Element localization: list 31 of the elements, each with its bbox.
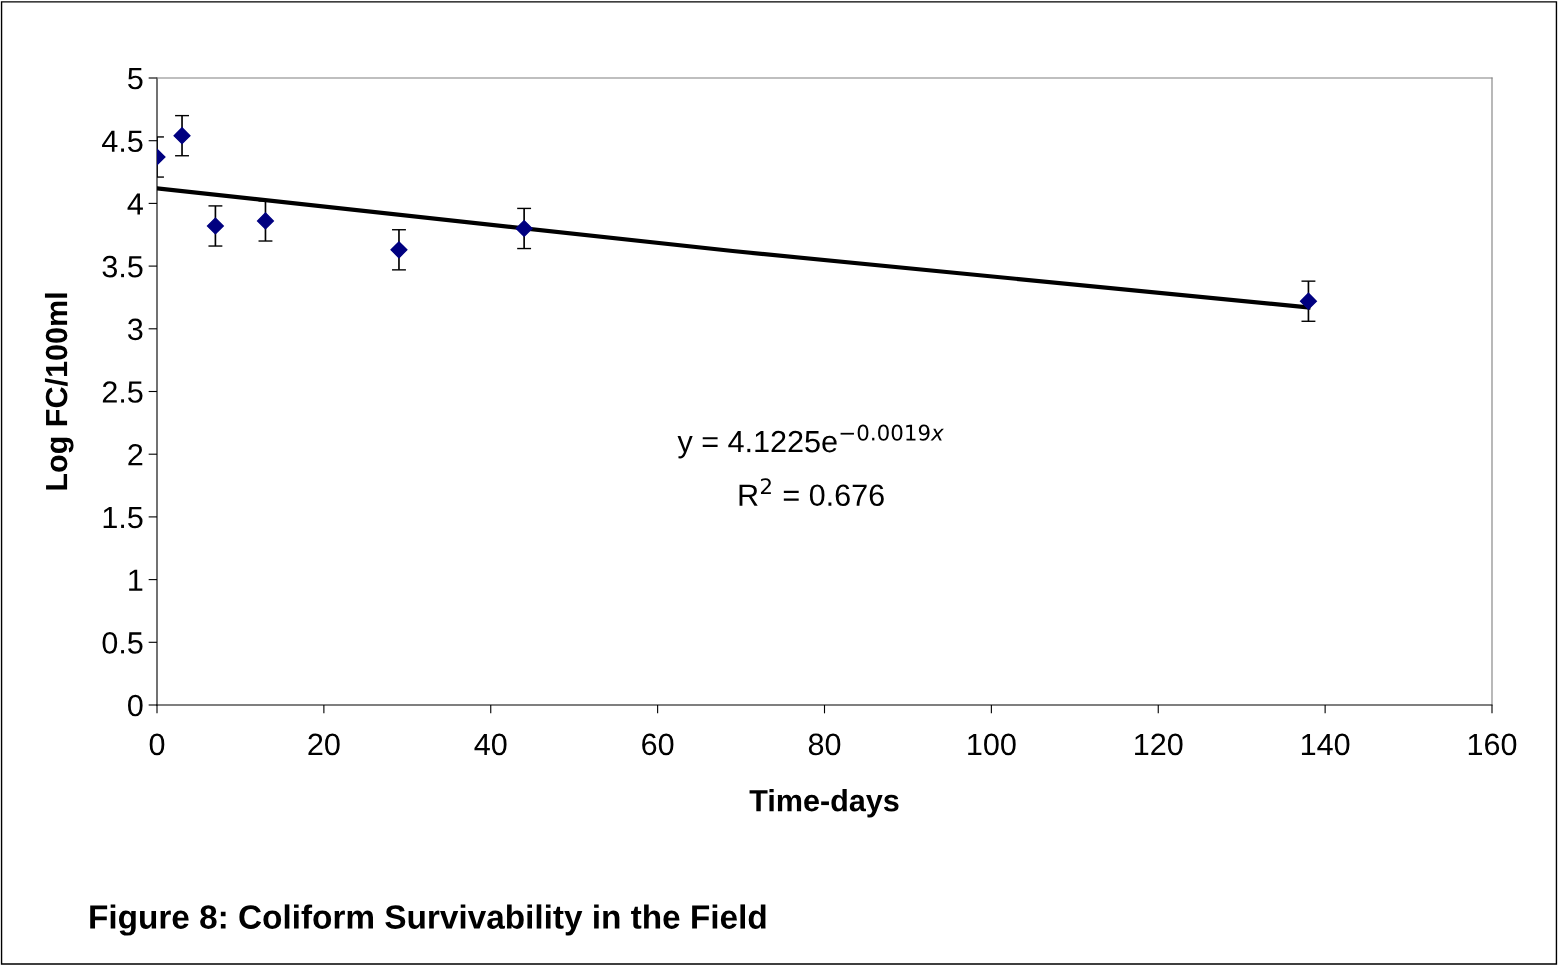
point bbox=[390, 241, 408, 259]
x-axis-title: Time-days bbox=[749, 789, 899, 818]
x-tick-label: 0 bbox=[149, 733, 165, 756]
y-tick-label: 0.5 bbox=[102, 632, 143, 654]
y-tick-label: 2.5 bbox=[102, 381, 143, 403]
y-tick-label: 4.5 bbox=[102, 130, 143, 153]
x-tick-label: 160 bbox=[1468, 733, 1517, 756]
x-tick-label: 80 bbox=[808, 733, 841, 756]
y-tick-label: 2 bbox=[128, 443, 143, 466]
point bbox=[515, 219, 533, 238]
y-axis-title: Log FC/100ml bbox=[44, 293, 74, 490]
x-tick-label: 120 bbox=[1135, 733, 1183, 756]
x-tick-label: 140 bbox=[1301, 733, 1350, 756]
y-tick-label: 1 bbox=[129, 569, 143, 591]
y-tick-label: 5 bbox=[128, 68, 143, 90]
x-tick-label: 40 bbox=[474, 733, 507, 756]
x-tick-label: 100 bbox=[968, 733, 1016, 756]
point bbox=[1299, 292, 1317, 310]
y-tick-label: 0 bbox=[128, 694, 143, 717]
x-tick-label: 60 bbox=[642, 733, 674, 756]
annotation: R$^{2}$ = 0.676 bbox=[739, 478, 884, 507]
caption: Figure 8: Coliform Survivability in the Field bbox=[90, 904, 766, 936]
y-tick-label: 1.5 bbox=[103, 506, 143, 529]
x-tick-label: 20 bbox=[308, 733, 340, 756]
point bbox=[173, 127, 191, 145]
point bbox=[206, 217, 224, 235]
y-tick-label: 3 bbox=[127, 318, 143, 341]
point bbox=[256, 212, 275, 230]
y-tick-label: 4 bbox=[127, 193, 143, 215]
annotation: y = 4.1225e$^{−0.0019x}$ bbox=[677, 424, 944, 459]
y-tick-label: 3.5 bbox=[102, 255, 143, 278]
